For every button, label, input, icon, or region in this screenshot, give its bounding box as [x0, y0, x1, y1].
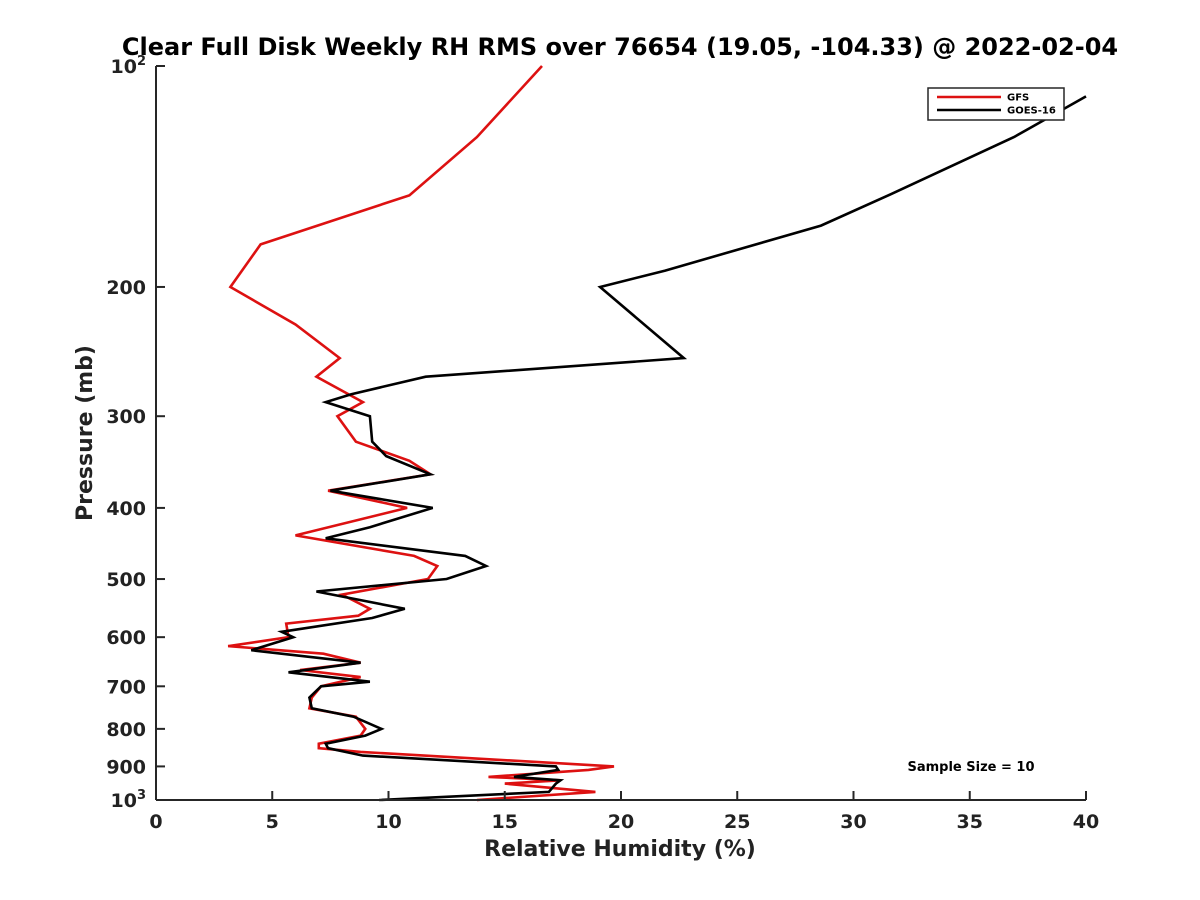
y-tick-label: 500: [106, 569, 146, 591]
x-tick-label: 15: [492, 811, 518, 833]
legend-label: GOES-16: [1007, 106, 1056, 117]
y-tick-label: 400: [106, 498, 146, 520]
x-tick-label: 40: [1073, 811, 1099, 833]
x-tick-label: 25: [724, 811, 750, 833]
x-tick-label: 35: [957, 811, 983, 833]
y-tick-label: 102: [111, 54, 147, 78]
series-line-gfs: [227, 65, 615, 802]
legend: GFS GOES-16: [927, 87, 1065, 121]
x-axis-label: Relative Humidity (%): [484, 837, 756, 862]
chart-title: Clear Full Disk Weekly RH RMS over 76654…: [122, 33, 1118, 61]
x-tick-label: 10: [375, 811, 401, 833]
x-tick-label: 20: [608, 811, 634, 833]
x-tick-label: 0: [149, 811, 162, 833]
series-line-goes-16: [250, 95, 1087, 802]
sample-size-annotation: Sample Size = 10: [907, 760, 1034, 775]
y-tick-label: 103: [111, 788, 147, 812]
y-axis-label: Pressure (mb): [73, 345, 98, 521]
x-tick-label: 30: [840, 811, 866, 833]
legend-label: GFS: [1007, 93, 1029, 104]
y-tick-label: 900: [106, 756, 146, 778]
legend-box: [927, 87, 1065, 121]
y-tick-label: 300: [106, 406, 146, 428]
x-tick-label: 5: [266, 811, 279, 833]
y-tick-label: 200: [106, 277, 146, 299]
y-tick-label: 800: [106, 719, 146, 741]
plot-area: 0 5 10 15 20 25 30 35 40 102 200 300 400 500 600 700 800…: [106, 54, 1099, 833]
y-tick-label: 700: [106, 676, 146, 698]
y-tick-label: 600: [106, 627, 146, 649]
